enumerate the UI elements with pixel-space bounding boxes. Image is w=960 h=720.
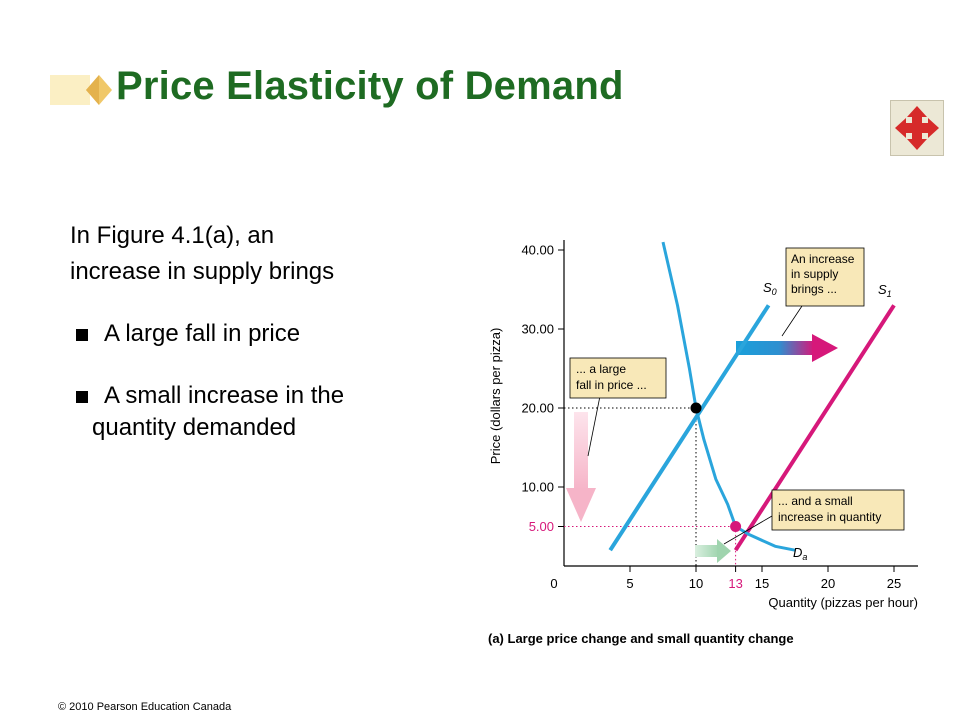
annotation-leader	[723, 515, 773, 545]
bullet-text-continuation: quantity demanded	[92, 414, 297, 441]
four-way-arrows-icon	[895, 106, 939, 150]
annotation-leader	[587, 395, 601, 457]
new-equilibrium-point	[730, 521, 742, 532]
copyright-text: © 2010 Pearson Education Canada	[58, 701, 232, 713]
navigation-button[interactable]	[890, 100, 944, 156]
curve-label-demand: Da	[793, 545, 807, 562]
curve-label-s0: S0	[763, 280, 777, 297]
y-tick-label: 20.00	[521, 401, 554, 416]
x-tick-label: 5	[626, 576, 633, 591]
intro-line-2: increase in supply brings	[70, 258, 335, 285]
y-tick-label: 5.00	[529, 519, 554, 534]
bullet-list: A large fall in price A small increase i…	[70, 318, 450, 474]
x-axis-title: Quantity (pizzas per hour)	[768, 595, 918, 610]
y-axis-title: Price (dollars per pizza)	[488, 328, 503, 465]
bullet-item: A small increase in the quantity demande…	[70, 380, 450, 444]
x-tick-label: 13	[728, 576, 742, 591]
title-diamond-decoration	[50, 75, 112, 105]
x-tick-label: 20	[821, 576, 835, 591]
y-tick-label: 40.00	[521, 243, 554, 258]
y-tick-label: 10.00	[521, 480, 554, 495]
bullet-square-icon	[76, 391, 88, 403]
equilibrium-point	[690, 402, 702, 414]
quantity-increase-arrow	[695, 539, 731, 563]
new-equilibrium-guide-line	[564, 526, 737, 566]
chart-caption: (a) Large price change and small quantit…	[488, 631, 794, 646]
supply-demand-chart: 5.00 10.00 20.00 30.00 40.00 0 5 10 13 15 20 25 An…	[488, 240, 918, 646]
annotation-leader	[781, 305, 803, 337]
demand-curve-da	[661, 241, 796, 552]
x-tick-label: 10	[689, 576, 703, 591]
bullet-square-icon	[76, 329, 88, 341]
annotation-box	[771, 489, 905, 531]
intro-text: In Figure 4.1(a), an increase in supply …	[70, 218, 450, 290]
x-tick-label: 25	[887, 576, 901, 591]
intro-line-1: In Figure 4.1(a), an	[70, 222, 275, 249]
x-tick-label: 15	[755, 576, 769, 591]
x-tick-label: 0	[550, 576, 557, 591]
annotation-text: ... a large fall in price ...	[576, 362, 647, 392]
bullet-text: A large fall in price	[104, 320, 301, 347]
supply-shift-arrow	[736, 334, 838, 362]
annotation-box	[785, 247, 865, 307]
page-title: Price Elasticity of Demand	[116, 64, 624, 108]
supply-curve-s0	[608, 304, 771, 552]
price-fall-arrow	[566, 412, 596, 522]
bullet-item: A large fall in price	[70, 318, 450, 350]
curve-label-s1: S1	[878, 282, 892, 299]
annotation-box	[569, 357, 667, 399]
bullet-text: A small increase in the	[104, 382, 345, 409]
annotation-text: An increase in supply brings ...	[791, 252, 858, 296]
annotation-text: ... and a small increase in quantity	[778, 494, 881, 524]
y-tick-label: 30.00	[521, 322, 554, 337]
supply-curve-s1	[733, 304, 896, 552]
